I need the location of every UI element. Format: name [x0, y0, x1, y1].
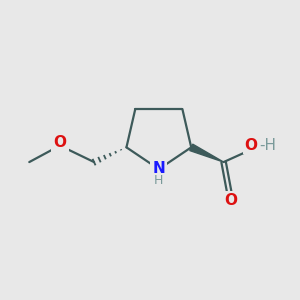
Text: -H: -H — [260, 138, 277, 153]
Text: H: H — [154, 174, 164, 188]
Text: N: N — [152, 161, 165, 176]
Text: O: O — [244, 138, 257, 153]
Text: O: O — [224, 194, 237, 208]
Text: O: O — [53, 135, 66, 150]
Polygon shape — [190, 144, 224, 162]
